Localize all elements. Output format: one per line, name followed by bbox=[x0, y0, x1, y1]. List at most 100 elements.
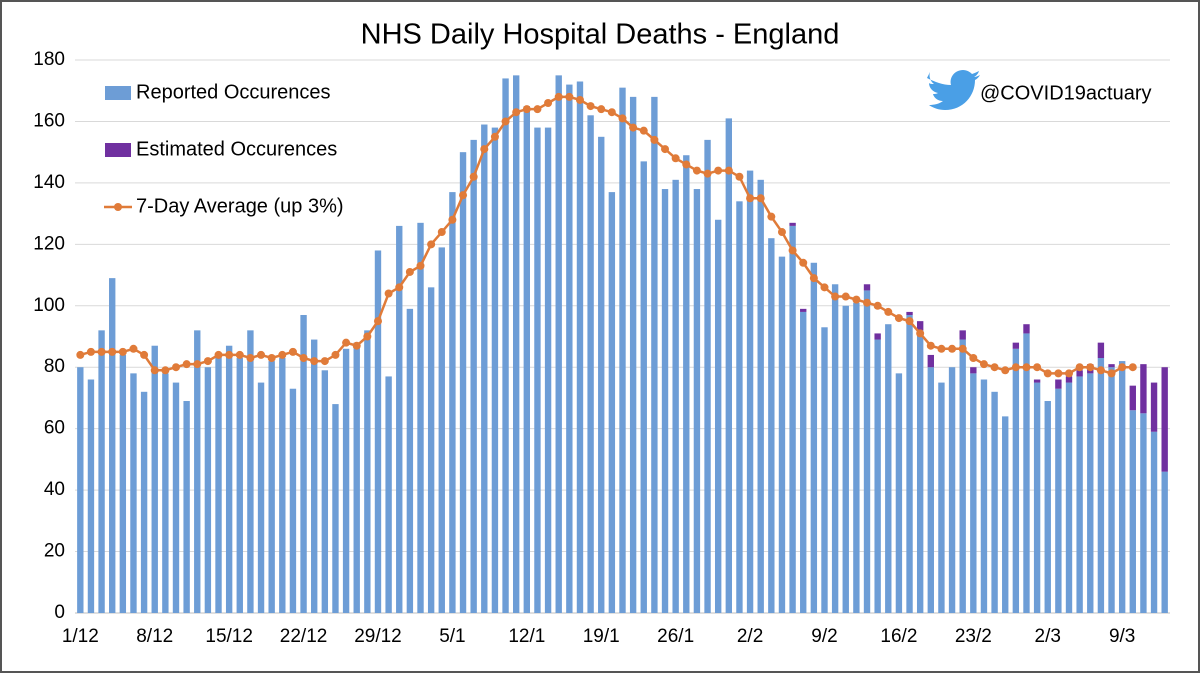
x-tick-label: 15/12 bbox=[205, 626, 253, 647]
bar bbox=[789, 222, 796, 226]
y-tick-label: 0 bbox=[54, 602, 65, 623]
average-point bbox=[575, 95, 584, 104]
average-point bbox=[171, 363, 180, 372]
average-point bbox=[544, 99, 553, 108]
average-point bbox=[490, 132, 499, 141]
bar bbox=[874, 333, 881, 340]
bar bbox=[1065, 376, 1073, 383]
bar bbox=[279, 358, 286, 613]
bar bbox=[342, 348, 350, 613]
x-tick-label: 8/12 bbox=[136, 626, 173, 647]
bar bbox=[1087, 373, 1094, 613]
average-point bbox=[352, 341, 361, 350]
x-tick-label: 2/2 bbox=[737, 626, 763, 647]
legend-dot bbox=[114, 203, 122, 211]
bar bbox=[470, 139, 477, 613]
bar bbox=[768, 238, 775, 613]
bar bbox=[619, 87, 626, 613]
average-point bbox=[257, 350, 266, 359]
bar bbox=[236, 358, 243, 613]
average-point bbox=[501, 117, 510, 126]
average-point bbox=[310, 357, 319, 366]
bar bbox=[885, 324, 892, 613]
y-tick-label: 60 bbox=[44, 418, 65, 439]
average-point bbox=[767, 212, 776, 221]
bar bbox=[544, 127, 552, 613]
average-point bbox=[735, 172, 744, 181]
average-point bbox=[480, 145, 489, 154]
bar bbox=[183, 401, 190, 613]
bar bbox=[353, 342, 360, 613]
bar bbox=[194, 330, 201, 613]
bar bbox=[1076, 376, 1083, 613]
bar bbox=[119, 354, 127, 613]
average-point bbox=[905, 317, 914, 326]
bar bbox=[225, 345, 233, 613]
bar bbox=[672, 179, 679, 614]
bar bbox=[1023, 333, 1030, 613]
bar bbox=[130, 373, 137, 613]
legend-label: Estimated Occurences bbox=[136, 138, 337, 160]
y-tick-label: 180 bbox=[33, 49, 65, 70]
bar bbox=[821, 327, 828, 613]
bar bbox=[1140, 413, 1147, 613]
bar bbox=[683, 155, 690, 613]
y-tick-label: 120 bbox=[33, 233, 65, 254]
bar bbox=[906, 311, 913, 315]
average-point bbox=[958, 344, 967, 353]
average-point bbox=[150, 366, 159, 375]
bar bbox=[895, 373, 903, 613]
bar bbox=[1033, 379, 1041, 383]
average-point bbox=[97, 347, 106, 356]
average-point bbox=[714, 166, 723, 175]
bar bbox=[566, 84, 573, 614]
bar bbox=[215, 354, 222, 613]
x-tick-label: 9/3 bbox=[1109, 626, 1135, 647]
bar bbox=[385, 376, 392, 613]
bar bbox=[938, 382, 945, 613]
bar bbox=[555, 75, 562, 614]
y-tick-label: 100 bbox=[33, 295, 65, 316]
bar bbox=[332, 404, 339, 613]
average-point bbox=[671, 154, 680, 163]
average-point bbox=[427, 240, 436, 249]
legend-label: Reported Occurences bbox=[136, 81, 331, 103]
average-point bbox=[437, 228, 446, 237]
bar bbox=[449, 192, 456, 613]
bar bbox=[1140, 364, 1147, 414]
bar bbox=[1033, 382, 1041, 613]
bar bbox=[247, 330, 254, 613]
bar bbox=[268, 361, 275, 613]
bar bbox=[438, 247, 445, 613]
bar bbox=[1076, 370, 1083, 377]
bar bbox=[459, 152, 467, 613]
average-point bbox=[724, 166, 733, 175]
bar bbox=[396, 225, 403, 613]
bar bbox=[1097, 342, 1105, 359]
bar bbox=[257, 382, 265, 613]
average-point bbox=[692, 166, 701, 175]
x-tick-label: 22/12 bbox=[280, 626, 328, 647]
average-point bbox=[108, 347, 117, 356]
x-tick-label: 16/2 bbox=[880, 626, 917, 647]
average-point bbox=[863, 298, 872, 307]
bar bbox=[704, 139, 711, 613]
bar bbox=[406, 308, 414, 613]
bar bbox=[1065, 382, 1073, 613]
bar bbox=[629, 96, 637, 613]
average-point bbox=[639, 126, 648, 135]
average-point bbox=[756, 194, 765, 203]
bar bbox=[1150, 382, 1158, 432]
x-tick-label: 5/1 bbox=[439, 626, 465, 647]
bar bbox=[1012, 348, 1020, 613]
y-tick-label: 80 bbox=[44, 356, 65, 377]
bar bbox=[980, 379, 988, 613]
bar bbox=[417, 222, 424, 614]
bar bbox=[800, 311, 807, 613]
x-tick-label: 1/12 bbox=[62, 626, 99, 647]
average-point bbox=[852, 295, 861, 304]
bar bbox=[1108, 364, 1115, 368]
average-point bbox=[831, 292, 840, 301]
average-point bbox=[331, 350, 340, 359]
